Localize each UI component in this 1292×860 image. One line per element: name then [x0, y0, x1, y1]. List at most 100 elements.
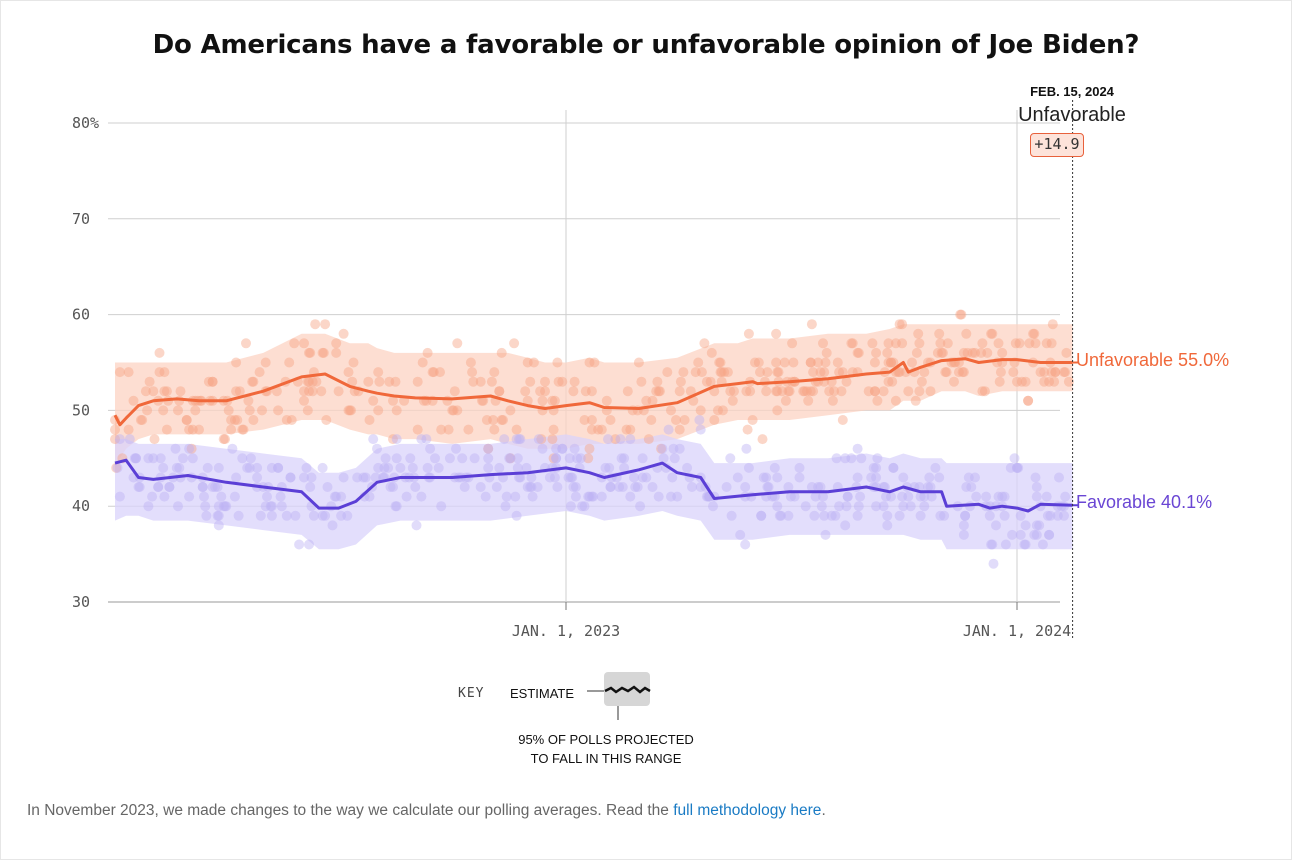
favorable-poll-dot [776, 510, 786, 521]
favorable-poll-dot [212, 510, 223, 521]
favorable-poll-dot [504, 453, 515, 464]
favorable-poll-dot [774, 510, 785, 521]
unfavorable-poll-dot [994, 376, 1005, 387]
favorable-poll-dot [526, 482, 537, 492]
unfavorable-poll-dot [715, 357, 726, 368]
favorable-poll-dot [218, 501, 229, 512]
unfavorable-poll-dot [1039, 367, 1050, 378]
unfavorable-poll-dot [958, 367, 969, 378]
unfavorable-poll-dot [897, 319, 908, 330]
favorable-poll-dot [512, 453, 523, 464]
favorable-poll-dot [266, 501, 277, 512]
unfavorable-poll-dot [299, 338, 309, 349]
favorable-poll-dot [327, 520, 338, 531]
unfavorable-poll-dot [452, 338, 463, 349]
favorable-poll-dot [527, 491, 538, 502]
unfavorable-poll-dot [883, 376, 894, 387]
unfavorable-poll-dot [942, 338, 953, 349]
unfavorable-poll-dot [674, 386, 685, 397]
unfavorable-poll-dot [813, 357, 824, 368]
unfavorable-poll-dot [869, 386, 880, 397]
unfavorable-poll-dot [914, 338, 925, 349]
favorable-poll-dot [577, 501, 588, 512]
favorable-poll-dot [515, 472, 526, 483]
favorable-poll-dot [329, 491, 340, 502]
favorable-poll-dot [1044, 529, 1055, 540]
unfavorable-poll-dot [220, 434, 230, 445]
unfavorable-poll-dot [633, 357, 644, 368]
favorable-poll-dot [758, 472, 769, 483]
unfavorable-poll-dot [709, 415, 720, 425]
unfavorable-poll-dot [783, 386, 794, 397]
unfavorable-poll-dot [941, 367, 952, 378]
unfavorable-poll-dot [837, 367, 848, 378]
favorable-poll-dot [726, 510, 737, 521]
favorable-poll-dot [233, 510, 244, 521]
methodology-link[interactable]: full methodology here [673, 802, 822, 819]
favorable-poll-dot [625, 434, 636, 445]
favorable-poll-dot [614, 482, 625, 492]
unfavorable-poll-dot [937, 347, 948, 358]
unfavorable-poll-dot [316, 386, 327, 397]
favorable-poll-dot [842, 491, 853, 502]
unfavorable-poll-dot [549, 395, 560, 406]
unfavorable-poll-dot [641, 395, 652, 406]
unfavorable-poll-dot [625, 424, 636, 435]
favorable-poll-dot [227, 443, 238, 454]
favorable-poll-dot [981, 491, 992, 502]
unfavorable-poll-dot [914, 386, 925, 397]
unfavorable-range-band [115, 324, 1073, 468]
unfavorable-poll-dot [586, 415, 597, 425]
favorable-poll-dot [220, 501, 230, 512]
unfavorable-poll-dot [1050, 367, 1061, 378]
favorable-poll-dot [200, 501, 211, 512]
unfavorable-poll-dot [307, 376, 318, 387]
favorable-poll-dot [173, 501, 183, 512]
unfavorable-poll-dot [818, 338, 828, 349]
favorable-poll-dot [391, 434, 402, 445]
unfavorable-poll-dot [940, 367, 951, 378]
favorable-range-band [115, 434, 1073, 550]
unfavorable-poll-dot [827, 395, 838, 406]
favorable-poll-dot [480, 491, 491, 502]
unfavorable-poll-dot [958, 347, 969, 358]
favorable-poll-dot [364, 491, 375, 502]
favorable-poll-dot [735, 529, 746, 540]
favorable-poll-dot [732, 472, 743, 483]
favorable-poll-dot [499, 434, 510, 445]
unfavorable-poll-dot [467, 367, 478, 378]
unfavorable-poll-dot [1010, 338, 1021, 349]
unfavorable-poll-dot [821, 347, 832, 358]
unfavorable-poll-dot [331, 338, 342, 349]
y-tick-label-80: 80% [72, 114, 99, 132]
unfavorable-poll-dot [993, 338, 1004, 349]
unfavorable-poll-dot [1035, 367, 1046, 378]
unfavorable-poll-dot [1063, 376, 1074, 387]
favorable-poll-dot [583, 491, 594, 502]
favorable-poll-dot [1060, 491, 1071, 502]
favorable-poll-dot [401, 491, 412, 502]
unfavorable-poll-dot [368, 395, 379, 406]
unfavorable-poll-dot [893, 367, 904, 378]
favorable-poll-dot [958, 529, 969, 540]
unfavorable-poll-dot [888, 357, 899, 368]
favorable-poll-dot [871, 462, 882, 473]
favorable-poll-dot [171, 462, 182, 473]
favorable-poll-dot [368, 434, 379, 445]
unfavorable-poll-dot [505, 453, 516, 464]
footnote-text: In November 2023, we made changes to the… [27, 802, 674, 819]
favorable-poll-dot [619, 462, 630, 473]
unfavorable-poll-dot [1023, 395, 1034, 406]
favorable-poll-dot [810, 491, 821, 502]
favorable-poll-dot [882, 520, 893, 531]
unfavorable-poll-dot [187, 424, 198, 435]
unfavorable-poll-dot [806, 319, 817, 330]
unfavorable-poll-dot [449, 386, 460, 397]
unfavorable-poll-dot [729, 386, 739, 397]
favorable-poll-dot [273, 462, 284, 473]
favorable-poll-dot [934, 472, 945, 483]
unfavorable-poll-dot [428, 367, 439, 378]
favorable-poll-dot [1054, 472, 1064, 483]
favorable-poll-dot [483, 453, 494, 464]
unfavorable-poll-dot [289, 338, 300, 349]
